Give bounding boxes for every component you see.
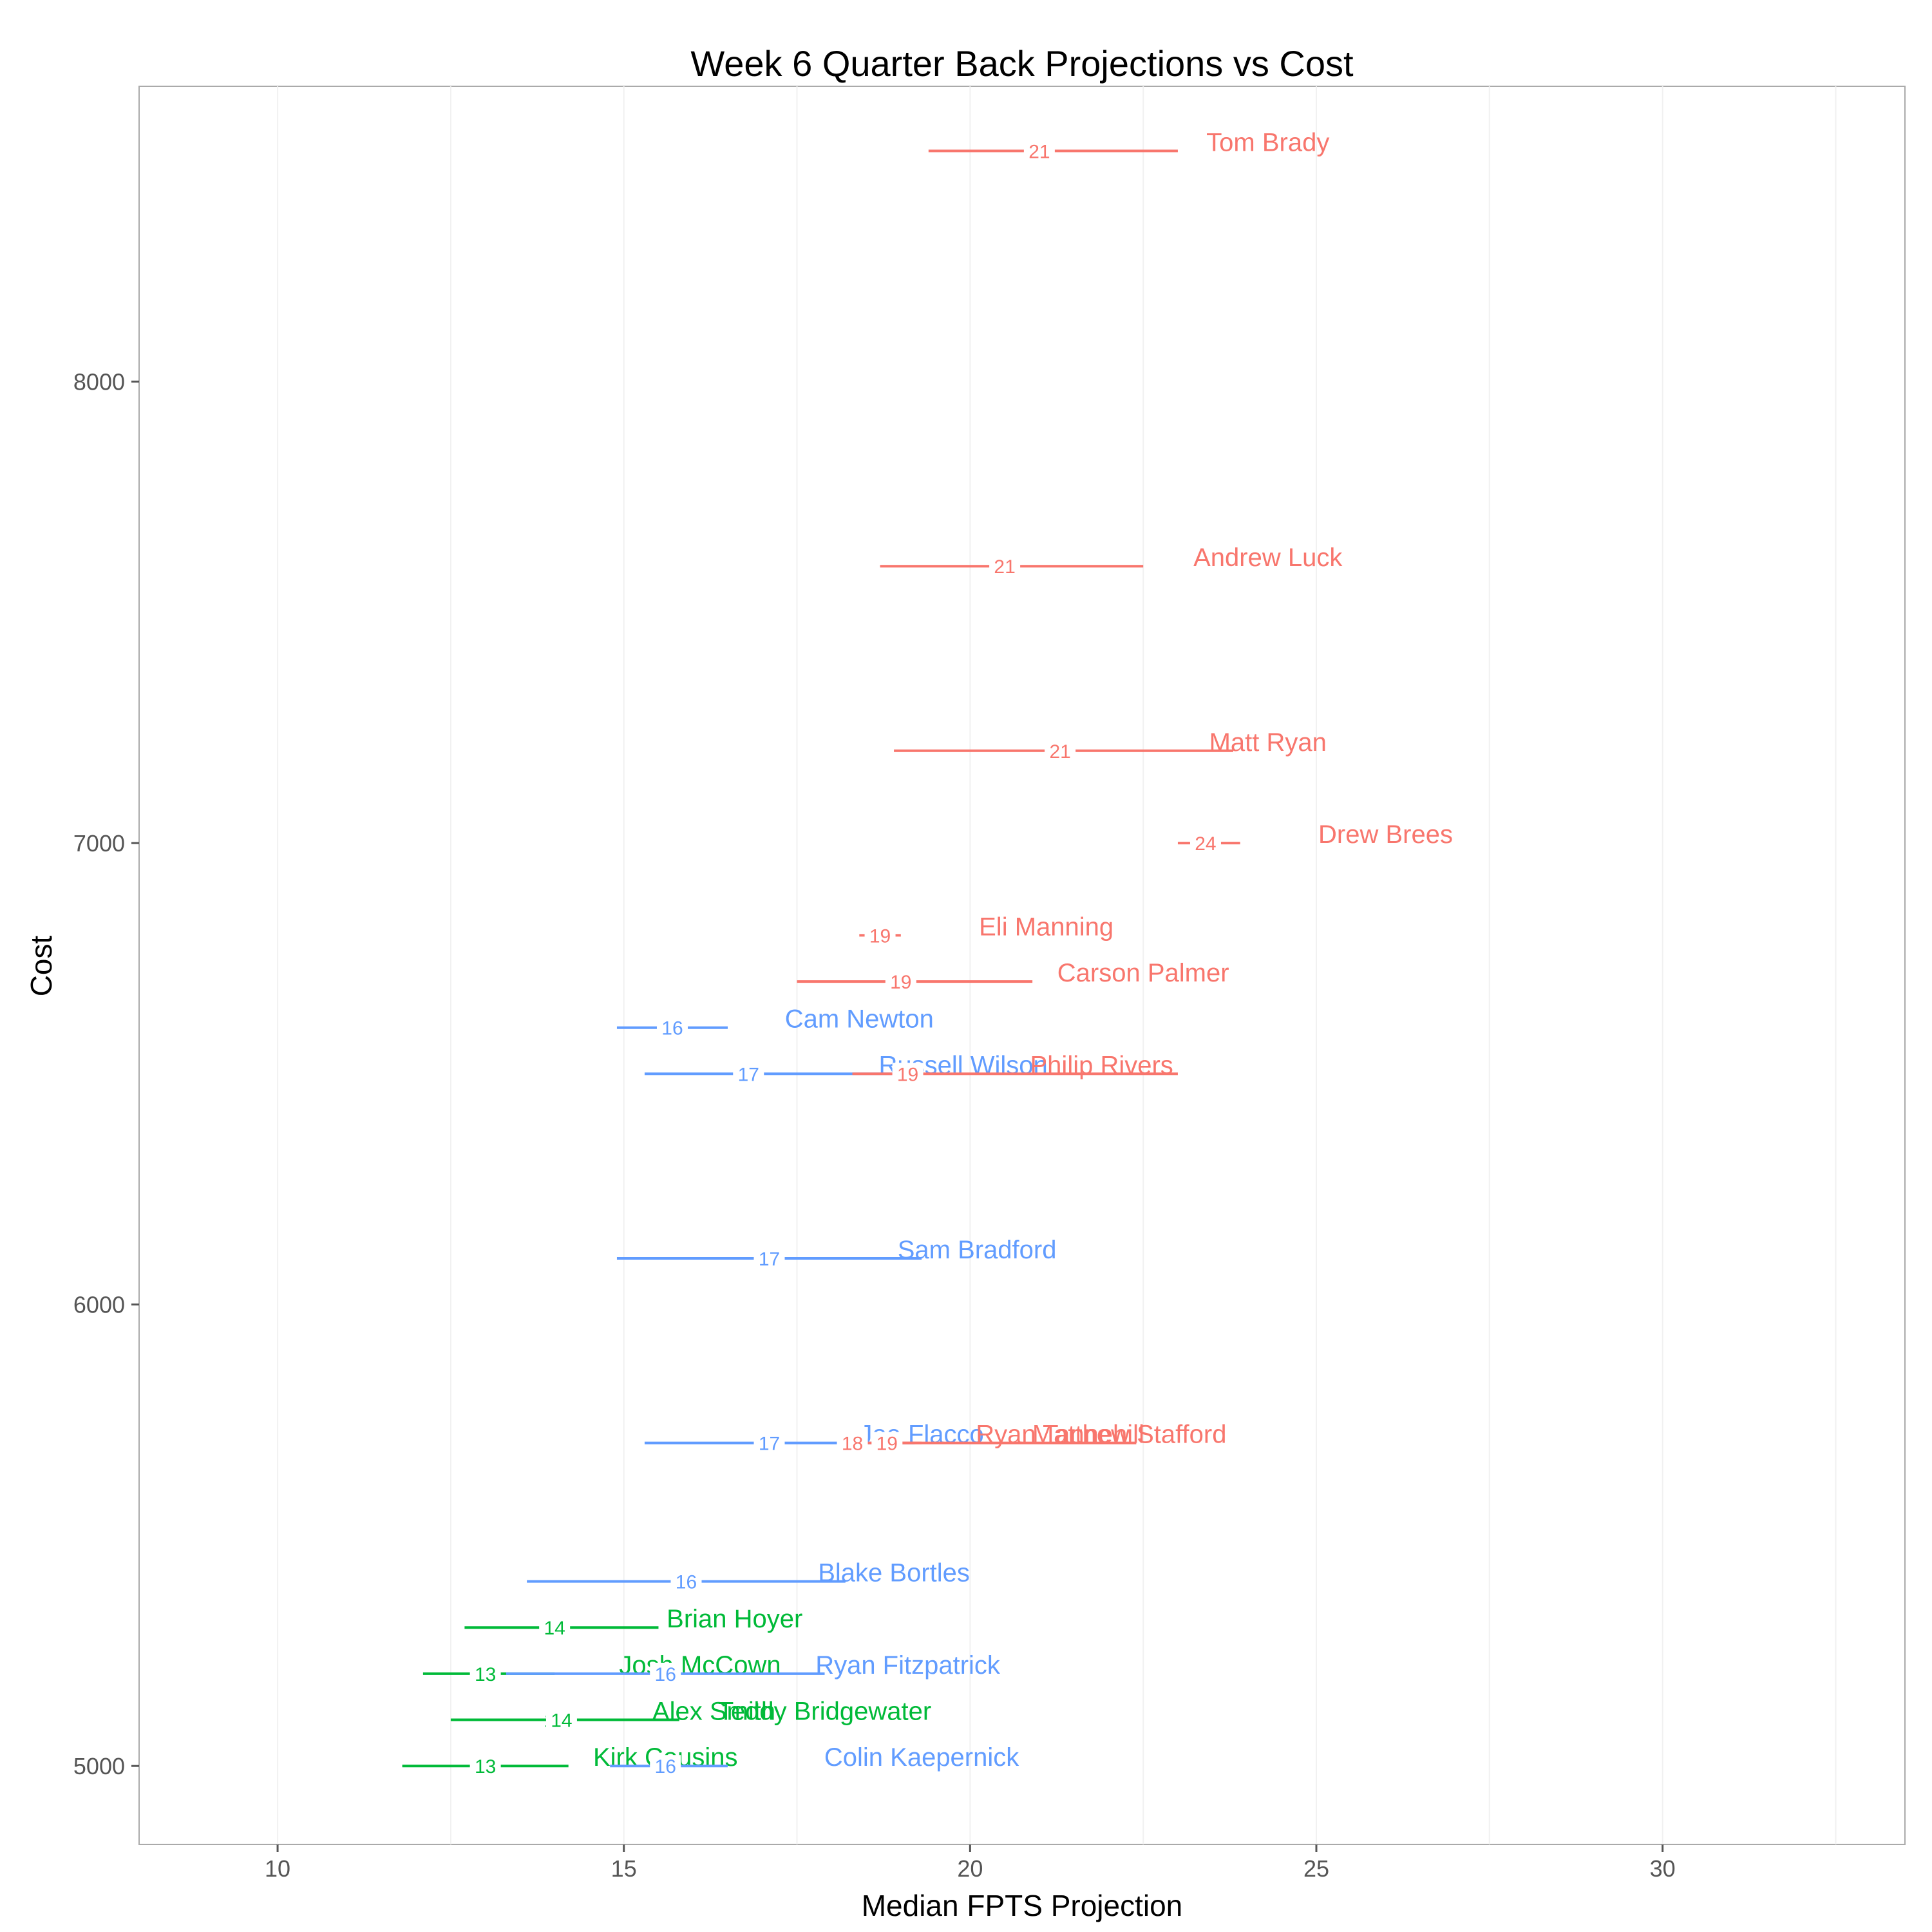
y-tick-label: 5000 bbox=[73, 1753, 125, 1779]
qb-name-label: Blake Bortles bbox=[818, 1559, 970, 1587]
x-tick-label: 10 bbox=[265, 1855, 290, 1882]
qb-range-group: 14 Brian Hoyer bbox=[464, 1605, 802, 1639]
median-label: 19 bbox=[876, 1434, 898, 1455]
median-label-bg bbox=[1023, 140, 1055, 160]
qb-name-label: Tom Brady bbox=[1206, 128, 1329, 156]
qb-range-group: 21 Matt Ryan bbox=[894, 728, 1327, 762]
median-label-bg bbox=[753, 1247, 785, 1267]
y-tick-label: 8000 bbox=[73, 369, 125, 395]
median-label: 21 bbox=[994, 556, 1015, 578]
qb-name-label: Ryan Fitzpatrick bbox=[815, 1651, 1001, 1680]
qb-range-group: 21 Andrew Luck bbox=[880, 544, 1343, 578]
median-label: 17 bbox=[738, 1064, 759, 1085]
median-label: 19 bbox=[869, 925, 891, 947]
median-label: 21 bbox=[1049, 741, 1070, 762]
median-label-bg bbox=[650, 1755, 681, 1775]
qb-name-label: Eli Manning bbox=[979, 913, 1113, 941]
median-label-bg bbox=[469, 1662, 501, 1682]
median-label: 14 bbox=[544, 1618, 565, 1639]
median-label-bg bbox=[871, 1432, 903, 1452]
median-label: 14 bbox=[551, 1710, 572, 1732]
qb-ranges: 21 Tom Brady 21 Andrew Luck 21 Matt Ryan 24 Dre… bbox=[402, 128, 1453, 1777]
qb-name-label: Cam Newton bbox=[785, 1005, 934, 1034]
median-label-bg bbox=[733, 1063, 764, 1083]
qb-name-label: Teddy Bridgewater bbox=[718, 1698, 931, 1726]
median-label: 16 bbox=[661, 1018, 683, 1039]
median-label-bg bbox=[753, 1432, 785, 1452]
median-label-bg bbox=[1045, 739, 1076, 759]
x-tick-label: 30 bbox=[1650, 1855, 1676, 1882]
qb-range-group: 19 Carson Palmer bbox=[797, 959, 1229, 993]
median-label: 19 bbox=[890, 972, 911, 993]
median-label-bg bbox=[545, 1709, 577, 1728]
median-label: 17 bbox=[759, 1434, 780, 1455]
qb-name-label: Andrew Luck bbox=[1193, 544, 1343, 572]
median-label: 16 bbox=[655, 1756, 676, 1777]
chart-title: Week 6 Quarter Back Projections vs Cost bbox=[690, 43, 1354, 84]
qb-range-group: 17 Sam Bradford bbox=[616, 1236, 1057, 1270]
qb-name-label: Matt Ryan bbox=[1209, 728, 1327, 757]
x-axis-title: Median FPTS Projection bbox=[862, 1889, 1183, 1922]
median-label-bg bbox=[989, 555, 1021, 575]
x-tick-label: 25 bbox=[1303, 1855, 1329, 1882]
y-axis-title: Cost bbox=[24, 935, 58, 996]
qb-range-group: 19 Philip Rivers bbox=[852, 1051, 1178, 1085]
median-label-bg bbox=[469, 1755, 501, 1775]
qb-name-label: Sam Bradford bbox=[898, 1236, 1057, 1264]
median-label: 16 bbox=[676, 1572, 697, 1593]
qb-range-group: 19 Matthew Stafford bbox=[871, 1421, 1226, 1455]
x-tick-label: 15 bbox=[611, 1855, 637, 1882]
median-label-bg bbox=[650, 1662, 681, 1682]
grid-lines bbox=[277, 86, 1837, 1844]
median-label-bg bbox=[864, 924, 896, 944]
y-tick-label: 6000 bbox=[73, 1292, 125, 1318]
qb-name-label: Colin Kaepernick bbox=[824, 1743, 1019, 1772]
median-label-bg bbox=[892, 1063, 923, 1083]
median-label-bg bbox=[670, 1570, 702, 1590]
median-label: 24 bbox=[1195, 833, 1216, 855]
median-label-bg bbox=[656, 1016, 688, 1036]
median-label-bg bbox=[539, 1616, 571, 1636]
median-label: 16 bbox=[655, 1664, 676, 1685]
median-label: 17 bbox=[759, 1249, 780, 1270]
median-label: 19 bbox=[897, 1064, 918, 1085]
qb-range-group: 14 Teddy Bridgewater bbox=[457, 1698, 931, 1732]
qb-range-group: 24 Drew Brees bbox=[1177, 820, 1453, 855]
qb-name-label: Carson Palmer bbox=[1057, 959, 1229, 987]
axes: 10 15 20 25 30 5000 6000 7000 8000 bbox=[73, 369, 1676, 1882]
qb-range-group: 16 Colin Kaepernick bbox=[610, 1743, 1019, 1777]
qb-name-label: Philip Rivers bbox=[1030, 1051, 1173, 1079]
qb-range-group: 19 Eli Manning bbox=[859, 913, 1113, 947]
plot-panel bbox=[138, 86, 1906, 1845]
qb-name-label: Drew Brees bbox=[1318, 820, 1453, 849]
median-label-bg bbox=[837, 1432, 868, 1452]
qb-name-label: Josh McCown bbox=[619, 1651, 781, 1680]
y-tick-label: 7000 bbox=[73, 830, 125, 857]
qb-name-label: Matthew Stafford bbox=[1032, 1421, 1227, 1449]
median-label: 13 bbox=[475, 1756, 496, 1777]
qb-range-group: 16 Blake Bortles bbox=[527, 1559, 970, 1593]
median-label: 21 bbox=[1028, 141, 1050, 162]
median-label-bg bbox=[885, 971, 916, 990]
median-label: 13 bbox=[475, 1664, 496, 1685]
qb-range-group: 16 Ryan Fitzpatrick bbox=[506, 1651, 1001, 1685]
qb-range-group: 16 Cam Newton bbox=[616, 1005, 934, 1039]
qb-name-label: Brian Hoyer bbox=[667, 1605, 802, 1633]
median-label-bg bbox=[1189, 832, 1221, 852]
qb-range-group: 21 Tom Brady bbox=[928, 128, 1329, 162]
median-label: 18 bbox=[842, 1434, 863, 1455]
x-tick-label: 20 bbox=[957, 1855, 983, 1882]
